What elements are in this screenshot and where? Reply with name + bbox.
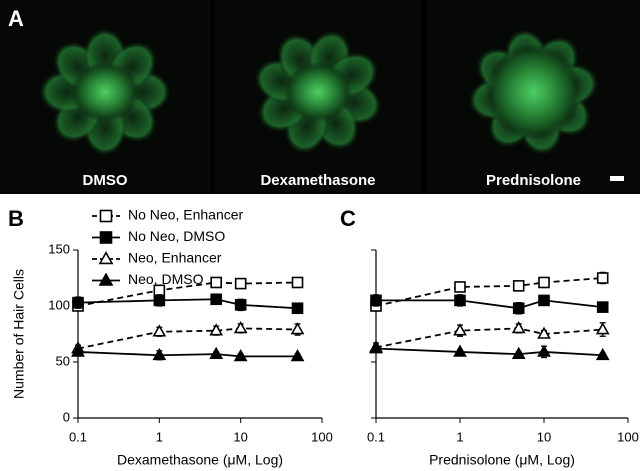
legend-label: No Neo, Enhancer bbox=[128, 207, 244, 223]
series-line bbox=[376, 299, 603, 310]
legend-label: Neo, DMSO bbox=[128, 271, 204, 287]
series-line bbox=[375, 277, 603, 307]
marker bbox=[537, 326, 551, 339]
x-tick-label: 10 bbox=[537, 429, 551, 444]
marker bbox=[291, 302, 304, 315]
marker bbox=[511, 346, 526, 359]
marker bbox=[153, 294, 166, 307]
scale-bar bbox=[610, 176, 624, 181]
marker bbox=[71, 344, 85, 357]
marker bbox=[209, 346, 224, 359]
marker bbox=[72, 296, 84, 309]
marker bbox=[454, 281, 466, 293]
series-line bbox=[77, 327, 298, 350]
marker bbox=[453, 344, 467, 357]
marker bbox=[233, 321, 248, 334]
legend-label: No Neo, DMSO bbox=[128, 228, 225, 244]
marker bbox=[538, 276, 550, 289]
image-label: Prednisolone bbox=[486, 172, 581, 189]
image-label: Dexamethasone bbox=[260, 172, 375, 189]
glow bbox=[71, 62, 139, 122]
marker bbox=[595, 322, 610, 335]
marker bbox=[210, 293, 222, 306]
x-axis-label: Prednisolone (μM, Log) bbox=[429, 452, 575, 468]
y-tick-label: 0 bbox=[63, 409, 70, 424]
marker bbox=[210, 276, 222, 289]
marker bbox=[290, 349, 305, 362]
x-tick-label: 1 bbox=[156, 429, 163, 444]
glow bbox=[284, 62, 352, 122]
marker bbox=[596, 272, 609, 284]
marker bbox=[370, 294, 382, 307]
micrographs bbox=[0, 0, 640, 194]
glow bbox=[485, 44, 582, 140]
x-axis-label: Dexamethasone (μM, Log) bbox=[117, 452, 283, 468]
marker bbox=[512, 302, 525, 315]
marker bbox=[537, 344, 551, 357]
x-tick-label: 100 bbox=[311, 429, 333, 444]
legend-label: Neo, Enhancer bbox=[128, 250, 222, 266]
marker bbox=[234, 277, 247, 290]
marker bbox=[538, 294, 550, 307]
marker bbox=[511, 321, 526, 334]
series-line bbox=[375, 347, 603, 357]
panel-label: B bbox=[8, 206, 24, 231]
x-tick-label: 1 bbox=[456, 429, 463, 444]
marker bbox=[152, 324, 167, 337]
legend-marker bbox=[99, 209, 113, 223]
panel-label: C bbox=[340, 206, 356, 231]
image-label: DMSO bbox=[83, 172, 128, 189]
x-tick-label: 0.1 bbox=[367, 429, 385, 444]
marker bbox=[209, 323, 224, 336]
series-line bbox=[375, 327, 603, 349]
y-tick-label: 150 bbox=[48, 241, 70, 256]
marker bbox=[233, 349, 248, 362]
y-axis-label: Number of Hair Cells bbox=[11, 269, 27, 399]
panel-label: A bbox=[8, 6, 24, 31]
x-tick-label: 0.1 bbox=[69, 429, 87, 444]
marker bbox=[152, 347, 167, 361]
series-line bbox=[77, 351, 298, 358]
marker bbox=[512, 280, 525, 292]
marker bbox=[291, 276, 304, 289]
legend-marker bbox=[99, 231, 113, 244]
marker bbox=[290, 322, 305, 335]
marker bbox=[454, 294, 466, 307]
legend-marker bbox=[98, 251, 114, 265]
y-tick-label: 50 bbox=[56, 353, 70, 368]
x-tick-label: 100 bbox=[617, 429, 639, 444]
marker bbox=[596, 301, 609, 313]
marker bbox=[595, 347, 610, 361]
legend-marker bbox=[98, 272, 114, 286]
marker bbox=[453, 323, 467, 336]
marker bbox=[234, 299, 247, 311]
x-tick-label: 10 bbox=[233, 429, 247, 444]
marker bbox=[369, 341, 383, 354]
y-tick-label: 100 bbox=[48, 297, 70, 312]
series-line bbox=[77, 298, 298, 310]
